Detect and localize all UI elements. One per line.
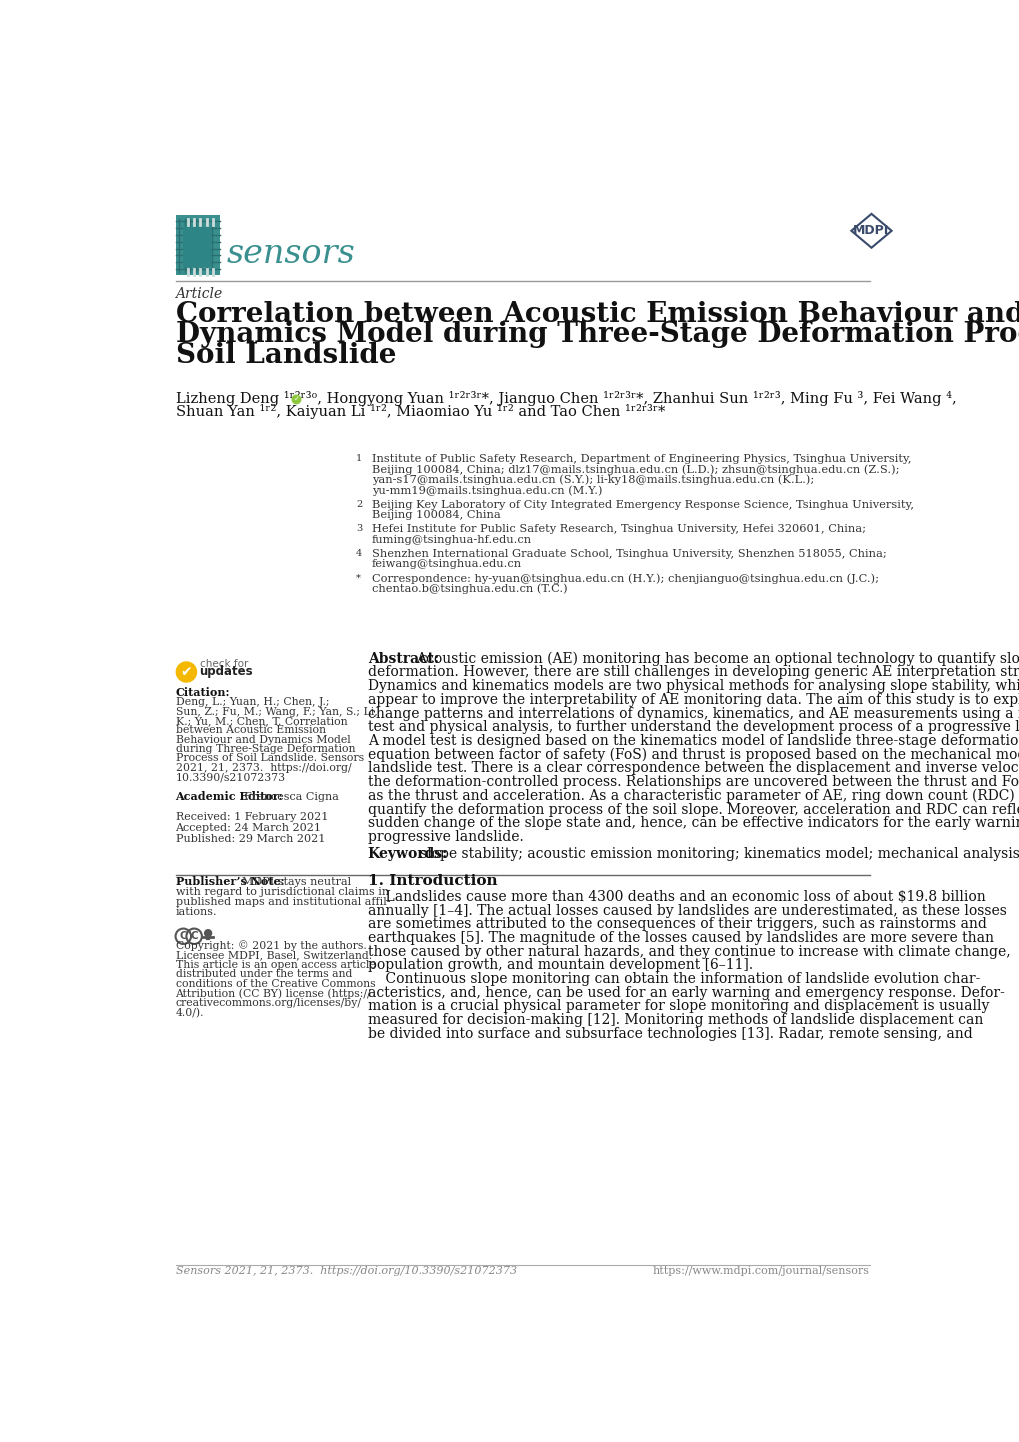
Text: Deng, L.; Yuan, H.; Chen, J.;: Deng, L.; Yuan, H.; Chen, J.; [175, 696, 329, 707]
Text: https://www.mdpi.com/journal/sensors: https://www.mdpi.com/journal/sensors [652, 1266, 869, 1276]
Text: Dynamics Model during Three-Stage Deformation Process of: Dynamics Model during Three-Stage Deform… [175, 322, 1019, 349]
Text: published maps and institutional affil-: published maps and institutional affil- [175, 897, 389, 907]
Text: the deformation-controlled process. Relationships are uncovered between the thru: the deformation-controlled process. Rela… [368, 776, 1019, 789]
Circle shape [291, 395, 301, 404]
Text: between Acoustic Emission: between Acoustic Emission [175, 725, 325, 735]
Text: earthquakes [5]. The magnitude of the losses caused by landslides are more sever: earthquakes [5]. The magnitude of the lo… [368, 932, 993, 945]
Text: Dynamics and kinematics models are two physical methods for analysing slope stab: Dynamics and kinematics models are two p… [368, 679, 1019, 694]
Text: This article is an open access article: This article is an open access article [175, 960, 375, 970]
Text: change patterns and interrelations of dynamics, kinematics, and AE measurements : change patterns and interrelations of dy… [368, 707, 1019, 721]
Text: 2: 2 [356, 499, 362, 509]
Text: Abstract:: Abstract: [368, 652, 438, 666]
Text: C: C [191, 932, 198, 942]
Text: check for: check for [200, 659, 248, 669]
Text: population growth, and mountain development [6–11].: population growth, and mountain developm… [368, 959, 752, 972]
Text: Citation:: Citation: [175, 686, 230, 698]
Text: Article: Article [175, 287, 222, 301]
Text: updates: updates [200, 665, 253, 678]
Circle shape [176, 662, 197, 682]
Text: Behaviour and Dynamics Model: Behaviour and Dynamics Model [175, 734, 350, 744]
Text: 3: 3 [356, 523, 362, 534]
Text: be divided into surface and subsurface technologies [13]. Radar, remote sensing,: be divided into surface and subsurface t… [368, 1027, 971, 1041]
Text: are sometimes attributed to the consequences of their triggers, such as rainstor: are sometimes attributed to the conseque… [368, 917, 985, 932]
Text: Shenzhen International Graduate School, Tsinghua University, Shenzhen 518055, Ch: Shenzhen International Graduate School, … [371, 549, 886, 559]
Text: Landslides cause more than 4300 deaths and an economic loss of about $19.8 billi: Landslides cause more than 4300 deaths a… [368, 890, 984, 904]
Text: slope stability; acoustic emission monitoring; kinematics model; mechanical anal: slope stability; acoustic emission monit… [419, 846, 1019, 861]
Text: Institute of Public Safety Research, Department of Engineering Physics, Tsinghua: Institute of Public Safety Research, Dep… [371, 454, 910, 464]
Text: iations.: iations. [175, 907, 217, 917]
Text: mation is a crucial physical parameter for slope monitoring and displacement is : mation is a crucial physical parameter f… [368, 999, 988, 1014]
Text: Beijing Key Laboratory of City Integrated Emergency Response Science, Tsinghua U: Beijing Key Laboratory of City Integrate… [371, 499, 913, 509]
Text: Shuan Yan ¹ʳ², Kaiyuan Li ¹ʳ², Miaomiao Yu ¹ʳ² and Tao Chen ¹ʳ²ʳ³ʳ*: Shuan Yan ¹ʳ², Kaiyuan Li ¹ʳ², Miaomiao … [175, 404, 664, 420]
Text: acteristics, and, hence, can be used for an early warning and emergency response: acteristics, and, hence, can be used for… [368, 986, 1004, 999]
Text: Copyright: © 2021 by the authors.: Copyright: © 2021 by the authors. [175, 940, 366, 950]
Text: ✓: ✓ [293, 397, 300, 402]
Text: yan-s17@mails.tsinghua.edu.cn (S.Y.); li-ky18@mails.tsinghua.edu.cn (K.L.);: yan-s17@mails.tsinghua.edu.cn (S.Y.); li… [371, 474, 813, 486]
Text: 10.3390/s21072373: 10.3390/s21072373 [175, 773, 285, 782]
Text: Sensors 2021, 21, 2373.  https://doi.org/10.3390/s21072373: Sensors 2021, 21, 2373. https://doi.org/… [175, 1266, 517, 1276]
Text: Acoustic emission (AE) monitoring has become an optional technology to quantify : Acoustic emission (AE) monitoring has be… [416, 652, 1019, 666]
Text: Continuous slope monitoring can obtain the information of landslide evolution ch: Continuous slope monitoring can obtain t… [368, 972, 979, 986]
Text: Attribution (CC BY) license (https://: Attribution (CC BY) license (https:// [175, 988, 371, 999]
Text: Accepted: 24 March 2021: Accepted: 24 March 2021 [175, 823, 321, 833]
Text: Francesca Cigna: Francesca Cigna [244, 793, 338, 802]
Text: Keywords:: Keywords: [368, 846, 447, 861]
Text: progressive landslide.: progressive landslide. [368, 831, 523, 844]
Text: with regard to jurisdictional claims in: with regard to jurisdictional claims in [175, 887, 388, 897]
Text: C: C [179, 932, 186, 942]
Text: fuming@tsinghua-hf.edu.cn: fuming@tsinghua-hf.edu.cn [371, 535, 531, 545]
Text: 4.0/).: 4.0/). [175, 1008, 204, 1018]
Text: Correspondence: hy-yuan@tsinghua.edu.cn (H.Y.); chenjianguo@tsinghua.edu.cn (J.C: Correspondence: hy-yuan@tsinghua.edu.cn … [371, 574, 877, 584]
Text: Academic Editor:: Academic Editor: [175, 792, 283, 802]
Text: feiwang@tsinghua.edu.cn: feiwang@tsinghua.edu.cn [371, 559, 522, 570]
Text: as the thrust and acceleration. As a characteristic parameter of AE, ring down c: as the thrust and acceleration. As a cha… [368, 789, 1019, 803]
Text: annually [1–4]. The actual losses caused by landslides are underestimated, as th: annually [1–4]. The actual losses caused… [368, 904, 1006, 917]
Text: sudden change of the slope state and, hence, can be effective indicators for the: sudden change of the slope state and, he… [368, 816, 1019, 831]
Text: A model test is designed based on the kinematics model of landslide three-stage : A model test is designed based on the ki… [368, 734, 1019, 748]
Text: Published: 29 March 2021: Published: 29 March 2021 [175, 833, 325, 844]
Text: Received: 1 February 2021: Received: 1 February 2021 [175, 812, 327, 822]
Text: Lizheng Deng ¹ʳ²ʳ³ᵒ, Hongyong Yuan ¹ʳ²ʳ³ʳ*, Jianguo Chen ¹ʳ²ʳ³ʳ*, Zhanhui Sun ¹ʳ: Lizheng Deng ¹ʳ²ʳ³ᵒ, Hongyong Yuan ¹ʳ²ʳ³… [175, 391, 956, 405]
FancyBboxPatch shape [175, 215, 220, 274]
Text: yu-mm19@mails.tsinghua.edu.cn (M.Y.): yu-mm19@mails.tsinghua.edu.cn (M.Y.) [371, 486, 601, 496]
Text: appear to improve the interpretability of AE monitoring data. The aim of this st: appear to improve the interpretability o… [368, 692, 1019, 707]
Text: 1: 1 [356, 454, 362, 463]
Text: Soil Landslide: Soil Landslide [175, 342, 395, 369]
Text: distributed under the terms and: distributed under the terms and [175, 969, 352, 979]
Text: K.; Yu, M.; Chen, T. Correlation: K.; Yu, M.; Chen, T. Correlation [175, 715, 346, 725]
Text: conditions of the Creative Commons: conditions of the Creative Commons [175, 979, 375, 989]
Text: Licensee MDPI, Basel, Switzerland.: Licensee MDPI, Basel, Switzerland. [175, 950, 371, 960]
Text: creativecommons.org/licenses/by/: creativecommons.org/licenses/by/ [175, 998, 361, 1008]
Text: quantify the deformation process of the soil slope. Moreover, acceleration and R: quantify the deformation process of the … [368, 803, 1019, 816]
Text: chentao.b@tsinghua.edu.cn (T.C.): chentao.b@tsinghua.edu.cn (T.C.) [371, 584, 567, 594]
Text: Correlation between Acoustic Emission Behaviour and: Correlation between Acoustic Emission Be… [175, 300, 1019, 327]
Text: measured for decision-making [12]. Monitoring methods of landslide displacement : measured for decision-making [12]. Monit… [368, 1014, 982, 1027]
Text: equation between factor of safety (FoS) and thrust is proposed based on the mech: equation between factor of safety (FoS) … [368, 747, 1019, 761]
Text: sensors: sensors [226, 238, 355, 270]
Text: those caused by other natural hazards, and they continue to increase with climat: those caused by other natural hazards, a… [368, 945, 1010, 959]
Circle shape [205, 930, 211, 937]
Text: deformation. However, there are still challenges in developing generic AE interp: deformation. However, there are still ch… [368, 665, 1019, 679]
Text: Beijing 100084, China; dlz17@mails.tsinghua.edu.cn (L.D.); zhsun@tsinghua.edu.cn: Beijing 100084, China; dlz17@mails.tsing… [371, 464, 898, 474]
Text: Sun, Z.; Fu, M.; Wang, F.; Yan, S.; Li,: Sun, Z.; Fu, M.; Wang, F.; Yan, S.; Li, [175, 707, 377, 717]
Text: MDPI: MDPI [853, 225, 889, 238]
Text: during Three-Stage Deformation: during Three-Stage Deformation [175, 744, 355, 754]
Text: Publisher’s Note:: Publisher’s Note: [175, 877, 284, 887]
Text: 2021, 21, 2373.  https://doi.org/: 2021, 21, 2373. https://doi.org/ [175, 763, 351, 773]
Text: 4: 4 [356, 549, 362, 558]
Text: Hefei Institute for Public Safety Research, Tsinghua University, Hefei 320601, C: Hefei Institute for Public Safety Resear… [371, 523, 865, 534]
Text: test and physical analysis, to further understand the development process of a p: test and physical analysis, to further u… [368, 721, 1019, 734]
Text: Process of Soil Landslide. Sensors: Process of Soil Landslide. Sensors [175, 754, 364, 763]
Text: landslide test. There is a clear correspondence between the displacement and inv: landslide test. There is a clear corresp… [368, 761, 1019, 776]
Text: *: * [356, 574, 361, 583]
Text: MDPI stays neutral: MDPI stays neutral [242, 877, 351, 887]
FancyBboxPatch shape [183, 226, 211, 267]
Text: Beijing 100084, China: Beijing 100084, China [371, 510, 500, 521]
Text: 1. Introduction: 1. Introduction [368, 874, 497, 888]
Text: ✔: ✔ [180, 665, 192, 679]
